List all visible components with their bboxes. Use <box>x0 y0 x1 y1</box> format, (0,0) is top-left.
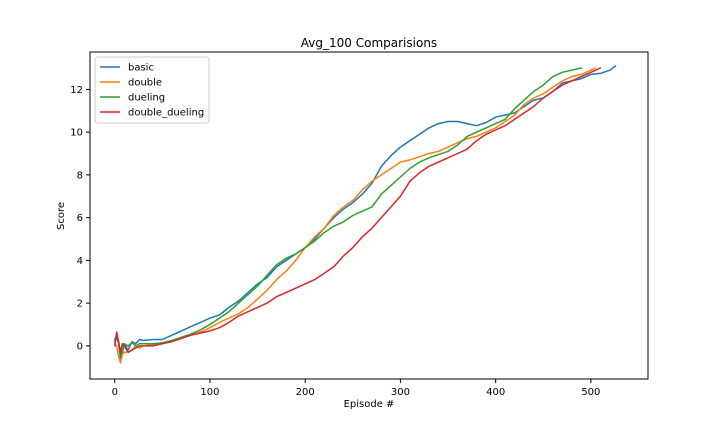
x-tick-label: 500 <box>581 387 600 398</box>
series-line-basic <box>114 65 617 360</box>
y-tick-label: 8 <box>77 170 83 181</box>
plot-lines <box>114 65 617 364</box>
legend-label-double-dueling: double_dueling <box>128 108 204 119</box>
legend: basic double dueling double_dueling <box>94 56 210 124</box>
y-tick-label: 0 <box>77 341 83 352</box>
x-axis-label: Episode # <box>344 399 395 410</box>
y-tick-label: 12 <box>70 85 83 96</box>
series-line-dueling <box>114 67 583 356</box>
legend-label-double: double <box>128 78 162 89</box>
legend-box <box>94 56 210 124</box>
y-tick-label: 10 <box>70 128 83 139</box>
chart-title: Avg_100 Comparisions <box>301 36 437 50</box>
x-tick-label: 100 <box>200 387 219 398</box>
y-tick-label: 2 <box>77 299 83 310</box>
x-tick-label: 300 <box>391 387 410 398</box>
legend-label-basic: basic <box>128 63 154 74</box>
x-tick-label: 400 <box>486 387 505 398</box>
y-tick-label: 6 <box>77 213 83 224</box>
y-axis: 0 2 4 6 8 10 12 <box>70 85 90 352</box>
x-tick-label: 0 <box>112 387 118 398</box>
y-axis-label: Score <box>56 202 67 230</box>
x-tick-label: 200 <box>296 387 315 398</box>
legend-label-dueling: dueling <box>128 93 165 104</box>
axes-frame <box>89 51 649 380</box>
series-line-double-dueling <box>114 67 602 354</box>
y-tick-label: 4 <box>77 256 83 267</box>
x-axis: 0 100 200 300 400 500 <box>112 379 600 398</box>
